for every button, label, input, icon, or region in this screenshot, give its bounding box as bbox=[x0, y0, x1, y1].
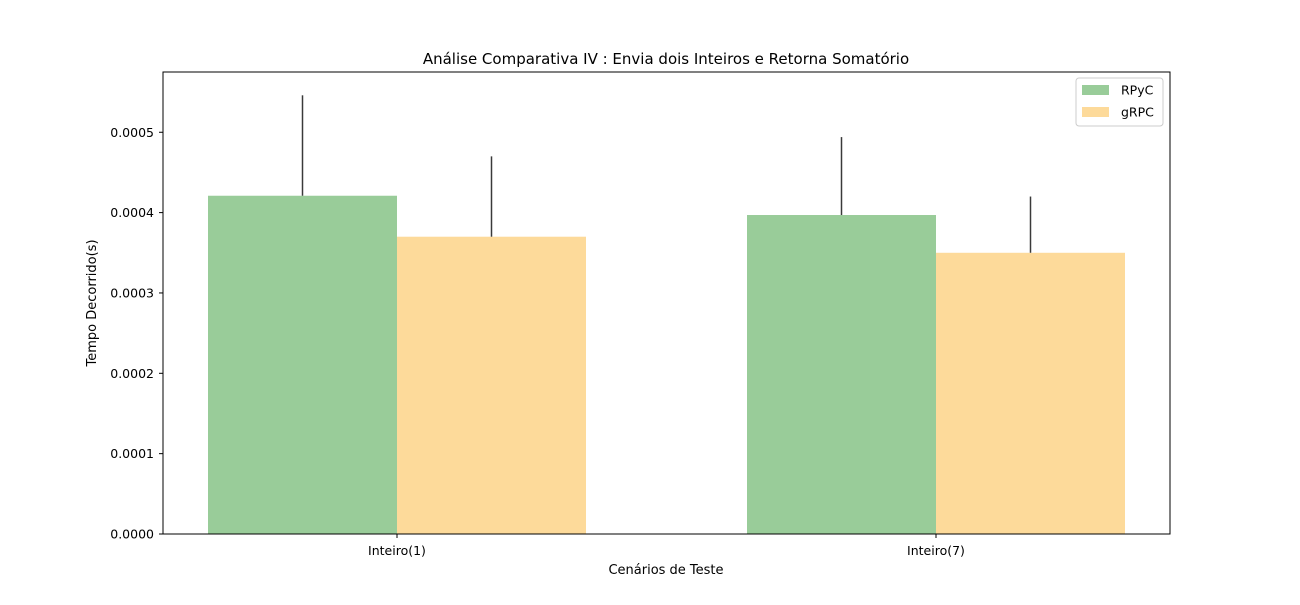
legend-label-grpc: gRPC bbox=[1121, 105, 1154, 120]
legend-label-rpyc: RPyC bbox=[1121, 83, 1154, 98]
bar-rpyc-1 bbox=[747, 215, 936, 534]
error-bars-layer bbox=[301, 95, 1032, 253]
plot-frame bbox=[162, 71, 1171, 535]
x-axis-ticks: Inteiro(1) Inteiro(7) bbox=[368, 534, 965, 558]
x-axis-label: Cenários de Teste bbox=[608, 563, 723, 578]
chart-title: Análise Comparativa IV : Envia dois Inte… bbox=[423, 50, 909, 68]
y-axis-ticks: 0.0000 0.0001 0.0002 0.0003 0.0004 0.0005 bbox=[110, 125, 163, 542]
y-tick-label: 0.0005 bbox=[110, 125, 154, 140]
x-tick-label: Inteiro(7) bbox=[907, 543, 965, 558]
legend: RPyC gRPC bbox=[1075, 77, 1164, 127]
y-tick-label: 0.0002 bbox=[110, 366, 154, 381]
legend-swatch-grpc bbox=[1082, 107, 1109, 117]
y-tick-label: 0.0000 bbox=[110, 527, 154, 542]
x-tick-label: Inteiro(1) bbox=[368, 543, 426, 558]
y-tick-label: 0.0003 bbox=[110, 285, 154, 300]
bars-layer bbox=[208, 195, 1125, 535]
y-tick-label: 0.0001 bbox=[110, 446, 154, 461]
y-axis-label: Tempo Decorrido(s) bbox=[85, 239, 100, 367]
bar-rpyc-0 bbox=[208, 195, 397, 534]
bar-grpc-0 bbox=[397, 236, 586, 534]
legend-swatch-rpyc bbox=[1082, 85, 1109, 95]
bar-grpc-1 bbox=[936, 252, 1125, 535]
y-tick-label: 0.0004 bbox=[110, 205, 154, 220]
